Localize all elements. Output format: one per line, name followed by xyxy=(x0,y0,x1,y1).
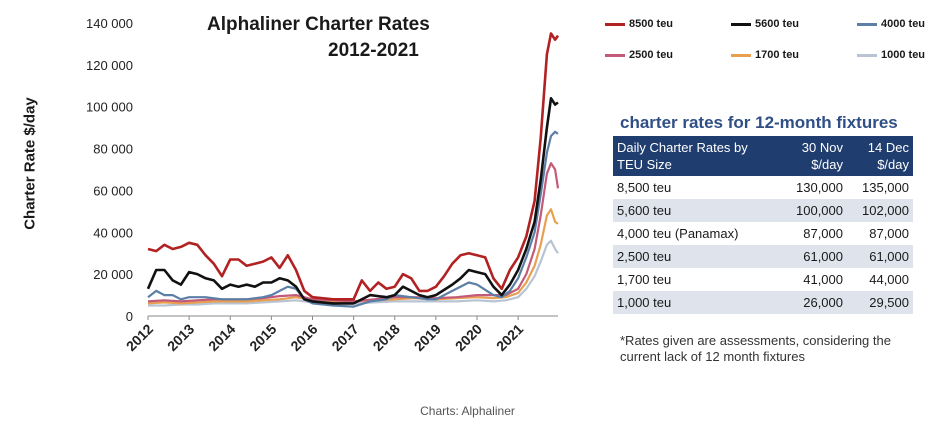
legend-item-2500-teu: 2500 teu xyxy=(605,49,673,61)
row-nov30: 100,000 xyxy=(781,199,847,222)
row-nov30: 41,000 xyxy=(803,272,843,287)
series-line-1000-teu xyxy=(148,239,559,307)
row-dec14: 135,000 xyxy=(862,180,909,195)
y-tick-label: 80 000 xyxy=(93,142,133,157)
legend-label: 8500 teu xyxy=(629,18,674,30)
chart-title-line1: Alphaliner Charter Rates xyxy=(207,14,430,35)
row-size: 5,600 teu xyxy=(613,199,781,222)
table-footnote: *Rates given are assessments, considerin… xyxy=(620,333,891,364)
row-size: 8,500 teu xyxy=(617,180,672,195)
row-dec14: 44,000 xyxy=(869,272,909,287)
legend-label: 5600 teu xyxy=(755,18,800,30)
y-tick-label: 60 000 xyxy=(93,183,133,198)
x-tick-label: 2013 xyxy=(164,321,197,354)
legend-label: 4000 teu xyxy=(881,18,926,30)
x-tick-label: 2018 xyxy=(370,321,403,354)
x-tick-label: 2020 xyxy=(452,321,485,354)
table-row: 5,600 teu 100,000 102,000 xyxy=(613,199,913,222)
row-size: 1,000 teu xyxy=(613,291,781,314)
y-tick-label: 100 000 xyxy=(86,100,133,115)
x-axis: 2012 2013 2014 2015 2016 2017 2018 2019 2020 2021 xyxy=(123,316,526,354)
row-nov30: 87,000 xyxy=(803,226,843,241)
header-nov30: 30 Nov $/day xyxy=(781,136,847,176)
row-dec14: 102,000 xyxy=(847,199,913,222)
row-dec14: 29,500 xyxy=(847,291,913,314)
y-tick-label: 20 000 xyxy=(93,267,133,282)
legend-swatch xyxy=(605,22,625,26)
row-dec14: 61,000 xyxy=(847,245,913,268)
legend-item-5600-teu: 5600 teu xyxy=(731,18,799,30)
series-line-5600-teu xyxy=(146,97,559,305)
row-size: 4,000 teu (Panamax) xyxy=(617,226,739,241)
header-size: Daily Charter Rates by TEU Size xyxy=(613,136,781,176)
table-row: 1,700 teu 41,000 44,000 xyxy=(613,268,913,291)
table-title: charter rates for 12-month fixtures xyxy=(620,113,898,132)
legend-item-8500-teu: 8500 teu xyxy=(605,18,673,30)
series-line-4000-teu xyxy=(147,130,559,308)
chart-title-line2: 2012-2021 xyxy=(328,40,419,61)
rates-table: Daily Charter Rates by TEU Size 30 Nov $… xyxy=(613,136,913,314)
legend-swatch xyxy=(857,53,877,57)
row-nov30: 26,000 xyxy=(781,291,847,314)
legend-item-1000-teu: 1000 teu xyxy=(857,49,925,61)
legend-swatch xyxy=(605,53,625,57)
legend-label: 1700 teu xyxy=(755,49,800,61)
table-row: 4,000 teu (Panamax) 87,000 87,000 xyxy=(613,222,913,245)
row-size: 1,700 teu xyxy=(617,272,672,287)
row-nov30: 130,000 xyxy=(796,180,843,195)
legend-item-1700-teu: 1700 teu xyxy=(731,49,799,61)
table-row: 8,500 teu 130,000 135,000 xyxy=(613,176,913,199)
x-tick-label: 2021 xyxy=(493,321,526,354)
caption: Charts: Alphaliner xyxy=(420,404,515,418)
legend-swatch xyxy=(857,22,877,26)
series-layer xyxy=(146,32,560,308)
legend-swatch xyxy=(731,22,751,26)
legend-label: 2500 teu xyxy=(629,49,674,61)
x-tick-label: 2015 xyxy=(246,321,279,354)
y-axis: 0 20 000 40 000 60 000 80 000 100 000 120 000 1… xyxy=(86,16,558,324)
y-axis-label: Charter Rate $/day xyxy=(21,97,39,230)
table-row: 1,000 teu 26,000 29,500 xyxy=(613,291,913,314)
legend-swatch xyxy=(731,53,751,57)
y-tick-label: 120 000 xyxy=(86,58,133,73)
table-header-row: Daily Charter Rates by TEU Size 30 Nov $… xyxy=(613,136,913,176)
y-tick-label: 40 000 xyxy=(93,225,133,240)
y-tick-label: 140 000 xyxy=(86,16,133,31)
x-tick-label: 2012 xyxy=(123,321,156,354)
legend-item-4000-teu: 4000 teu xyxy=(857,18,925,30)
header-dec14: 14 Dec $/day xyxy=(847,136,913,176)
x-tick-label: 2016 xyxy=(287,321,320,354)
series-line-8500-teu xyxy=(147,32,560,301)
legend-label: 1000 teu xyxy=(881,49,926,61)
row-size: 2,500 teu xyxy=(613,245,781,268)
x-tick-label: 2014 xyxy=(205,321,238,354)
x-tick-label: 2019 xyxy=(411,321,444,354)
row-nov30: 61,000 xyxy=(781,245,847,268)
table-row: 2,500 teu 61,000 61,000 xyxy=(613,245,913,268)
x-tick-label: 2017 xyxy=(328,321,361,354)
row-dec14: 87,000 xyxy=(869,226,909,241)
y-tick-label: 0 xyxy=(126,309,133,324)
series-line-1700-teu xyxy=(147,208,559,305)
